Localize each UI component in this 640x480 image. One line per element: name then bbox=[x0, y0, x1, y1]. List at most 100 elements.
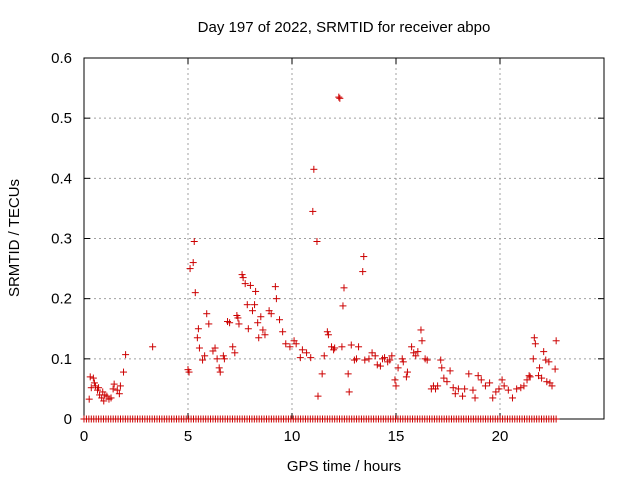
data-point bbox=[355, 343, 363, 351]
data-point bbox=[391, 376, 399, 384]
data-point bbox=[303, 349, 311, 357]
data-point bbox=[235, 320, 243, 328]
data-point bbox=[338, 343, 346, 351]
data-point bbox=[296, 354, 304, 362]
data-point bbox=[531, 340, 539, 348]
zero-point bbox=[552, 415, 560, 423]
data-point bbox=[115, 390, 123, 398]
data-point bbox=[259, 326, 267, 334]
data-point bbox=[508, 394, 516, 402]
data-point bbox=[373, 361, 381, 369]
data-point bbox=[330, 346, 338, 354]
data-point bbox=[90, 379, 98, 387]
x-tick-label: 15 bbox=[388, 428, 405, 445]
data-point bbox=[443, 378, 451, 386]
data-point bbox=[186, 265, 194, 273]
data-point bbox=[538, 374, 546, 382]
data-point bbox=[231, 349, 239, 357]
data-point bbox=[345, 388, 353, 396]
data-point bbox=[517, 384, 525, 392]
data-point bbox=[272, 295, 280, 303]
data-point bbox=[257, 313, 265, 321]
data-point bbox=[344, 370, 352, 378]
data-point bbox=[85, 395, 93, 403]
data-point bbox=[530, 334, 538, 342]
y-tick-label: 0.1 bbox=[51, 351, 72, 368]
data-point bbox=[244, 325, 252, 333]
data-point bbox=[279, 328, 287, 336]
data-point bbox=[86, 373, 94, 381]
data-point bbox=[386, 356, 394, 364]
data-point bbox=[220, 355, 228, 363]
data-point bbox=[418, 337, 426, 345]
data-point bbox=[492, 388, 500, 396]
y-tick-label: 0.5 bbox=[51, 110, 72, 127]
data-point bbox=[376, 362, 384, 370]
data-point bbox=[523, 376, 531, 384]
data-point bbox=[248, 307, 256, 315]
data-point bbox=[324, 331, 332, 339]
x-axis-label: GPS time / hours bbox=[287, 458, 401, 475]
data-point bbox=[298, 346, 306, 354]
data-point bbox=[465, 370, 473, 378]
data-point bbox=[339, 302, 347, 310]
data-point bbox=[525, 372, 533, 380]
data-point bbox=[446, 367, 454, 375]
data-point bbox=[461, 385, 469, 393]
data-point bbox=[335, 93, 343, 101]
data-point bbox=[238, 271, 246, 279]
data-point bbox=[504, 386, 512, 394]
data-point bbox=[449, 384, 457, 392]
grid bbox=[84, 58, 604, 419]
data-point bbox=[526, 373, 534, 381]
data-point bbox=[149, 343, 157, 351]
data-point bbox=[87, 384, 95, 392]
data-point bbox=[403, 368, 411, 376]
data-point bbox=[191, 289, 199, 297]
y-tick-label: 0.4 bbox=[51, 170, 72, 187]
data-point bbox=[211, 344, 219, 352]
data-point bbox=[540, 348, 548, 356]
data-point bbox=[368, 349, 376, 357]
data-point bbox=[451, 390, 459, 398]
data-point bbox=[498, 376, 506, 384]
data-point bbox=[195, 344, 203, 352]
data-point bbox=[412, 352, 420, 360]
data-point bbox=[282, 340, 290, 348]
data-point bbox=[454, 385, 462, 393]
data-points bbox=[80, 93, 560, 423]
data-point bbox=[203, 310, 211, 318]
data-point bbox=[226, 319, 234, 327]
data-point bbox=[361, 356, 369, 364]
data-point bbox=[113, 386, 121, 394]
data-point bbox=[313, 238, 321, 246]
data-point bbox=[110, 380, 118, 388]
data-point bbox=[241, 280, 249, 288]
data-point bbox=[399, 358, 407, 366]
data-point bbox=[116, 382, 124, 390]
y-tick-label: 0.3 bbox=[51, 231, 72, 248]
data-point bbox=[486, 379, 494, 387]
data-point bbox=[552, 337, 560, 345]
data-point bbox=[320, 352, 328, 360]
data-point bbox=[267, 310, 275, 318]
data-point bbox=[331, 344, 339, 352]
data-point bbox=[234, 314, 242, 322]
data-point bbox=[194, 325, 202, 333]
data-point bbox=[402, 373, 410, 381]
data-point bbox=[318, 370, 326, 378]
chart-title: Day 197 of 2022, SRMTID for receiver abp… bbox=[198, 19, 491, 36]
data-point bbox=[252, 287, 260, 295]
data-point bbox=[548, 382, 556, 390]
data-point bbox=[477, 376, 485, 384]
data-point bbox=[213, 355, 221, 363]
data-point bbox=[360, 253, 368, 261]
data-point bbox=[352, 355, 360, 363]
data-point bbox=[529, 355, 537, 363]
data-point bbox=[513, 385, 521, 393]
data-point bbox=[469, 386, 477, 394]
data-point bbox=[309, 207, 317, 215]
data-point bbox=[434, 382, 442, 390]
data-point bbox=[189, 259, 197, 267]
